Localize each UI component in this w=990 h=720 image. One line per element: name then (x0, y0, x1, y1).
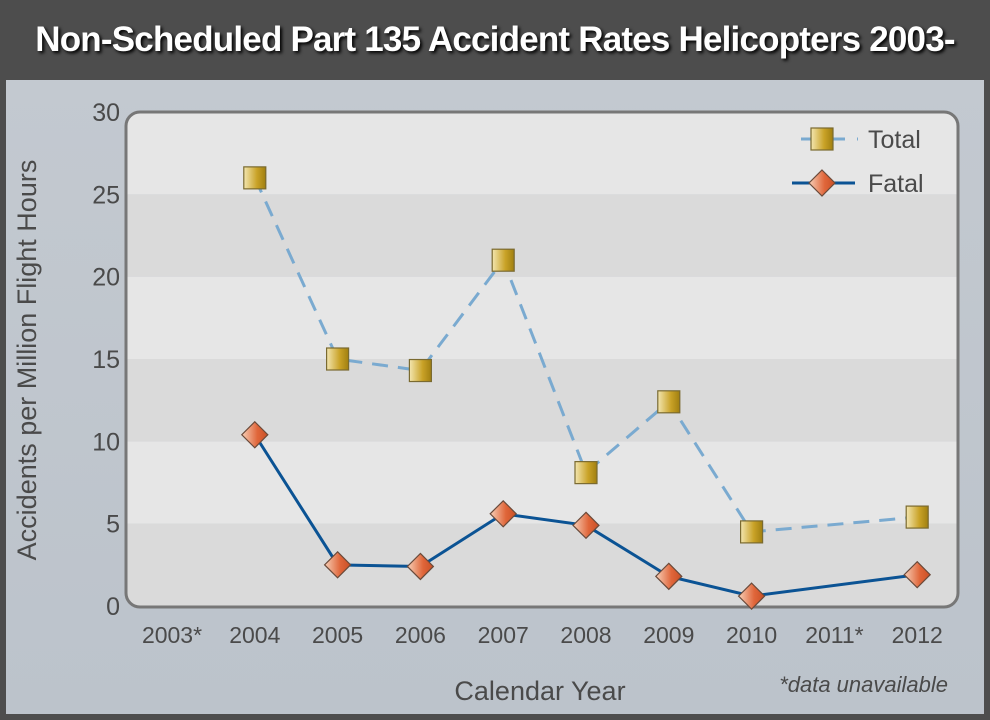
grid-band (126, 359, 958, 442)
x-tick-label: 2009 (643, 622, 694, 648)
fatal-marker (737, 582, 766, 610)
fatal-marker (240, 420, 269, 449)
x-tick-label: 2007 (478, 622, 529, 648)
fatal-marker (323, 550, 352, 579)
y-tick-label: 20 (92, 264, 120, 292)
total-marker (491, 248, 515, 272)
x-tick-label: 2011* (805, 622, 863, 648)
grid-band (126, 441, 958, 524)
series-group (240, 166, 932, 610)
plot-border (124, 110, 960, 609)
fatal-marker (808, 169, 836, 197)
total-marker (657, 390, 681, 414)
grid-band (126, 194, 958, 277)
total-marker (243, 166, 267, 190)
y-axis: 0 5 10 15 20 25 30 (92, 99, 120, 621)
plot-background (126, 112, 958, 607)
x-tick-label: 2004 (229, 622, 280, 648)
fatal-line (253, 433, 918, 598)
y-axis-label: Accidents per Million Flight Hours (12, 160, 42, 561)
x-tick-label: 2012 (892, 622, 943, 648)
x-axis-label: Calendar Year (454, 676, 625, 706)
total-line (253, 177, 918, 534)
legend: Total Fatal (792, 126, 924, 198)
x-tick-label: 2006 (395, 622, 446, 648)
grid-band (126, 523, 958, 607)
legend-label: Fatal (868, 170, 924, 198)
fatal-marker (572, 511, 600, 540)
fatal-marker (406, 552, 435, 581)
total-marker (326, 347, 350, 371)
y-tick-label: 10 (92, 428, 120, 456)
total-marker (905, 505, 929, 529)
fatal-marker (903, 560, 932, 589)
grid-band (126, 276, 958, 359)
x-tick-label: 2010 (726, 622, 777, 648)
y-tick-label: 25 (92, 181, 120, 209)
total-marker (810, 127, 834, 151)
y-tick-label: 30 (92, 99, 120, 127)
annotation-data-unavailable: *data unavailable (779, 672, 948, 697)
y-tick-label: 0 (106, 593, 120, 621)
y-tick-label: 5 (106, 511, 120, 539)
total-marker (574, 461, 598, 485)
x-tick-label: 2003* (142, 622, 202, 648)
y-tick-label: 15 (92, 346, 120, 374)
fatal-marker (489, 499, 518, 528)
total-marker (739, 520, 764, 544)
total-marker (408, 358, 432, 383)
x-axis: 2003* 2004 2005 2006 2007 2008 2009 2010 2011* 20… (142, 622, 943, 648)
legend-label: Total (868, 126, 921, 154)
x-tick-label: 2005 (312, 622, 363, 648)
fatal-marker (654, 562, 683, 591)
x-tick-label: 2008 (560, 622, 611, 648)
